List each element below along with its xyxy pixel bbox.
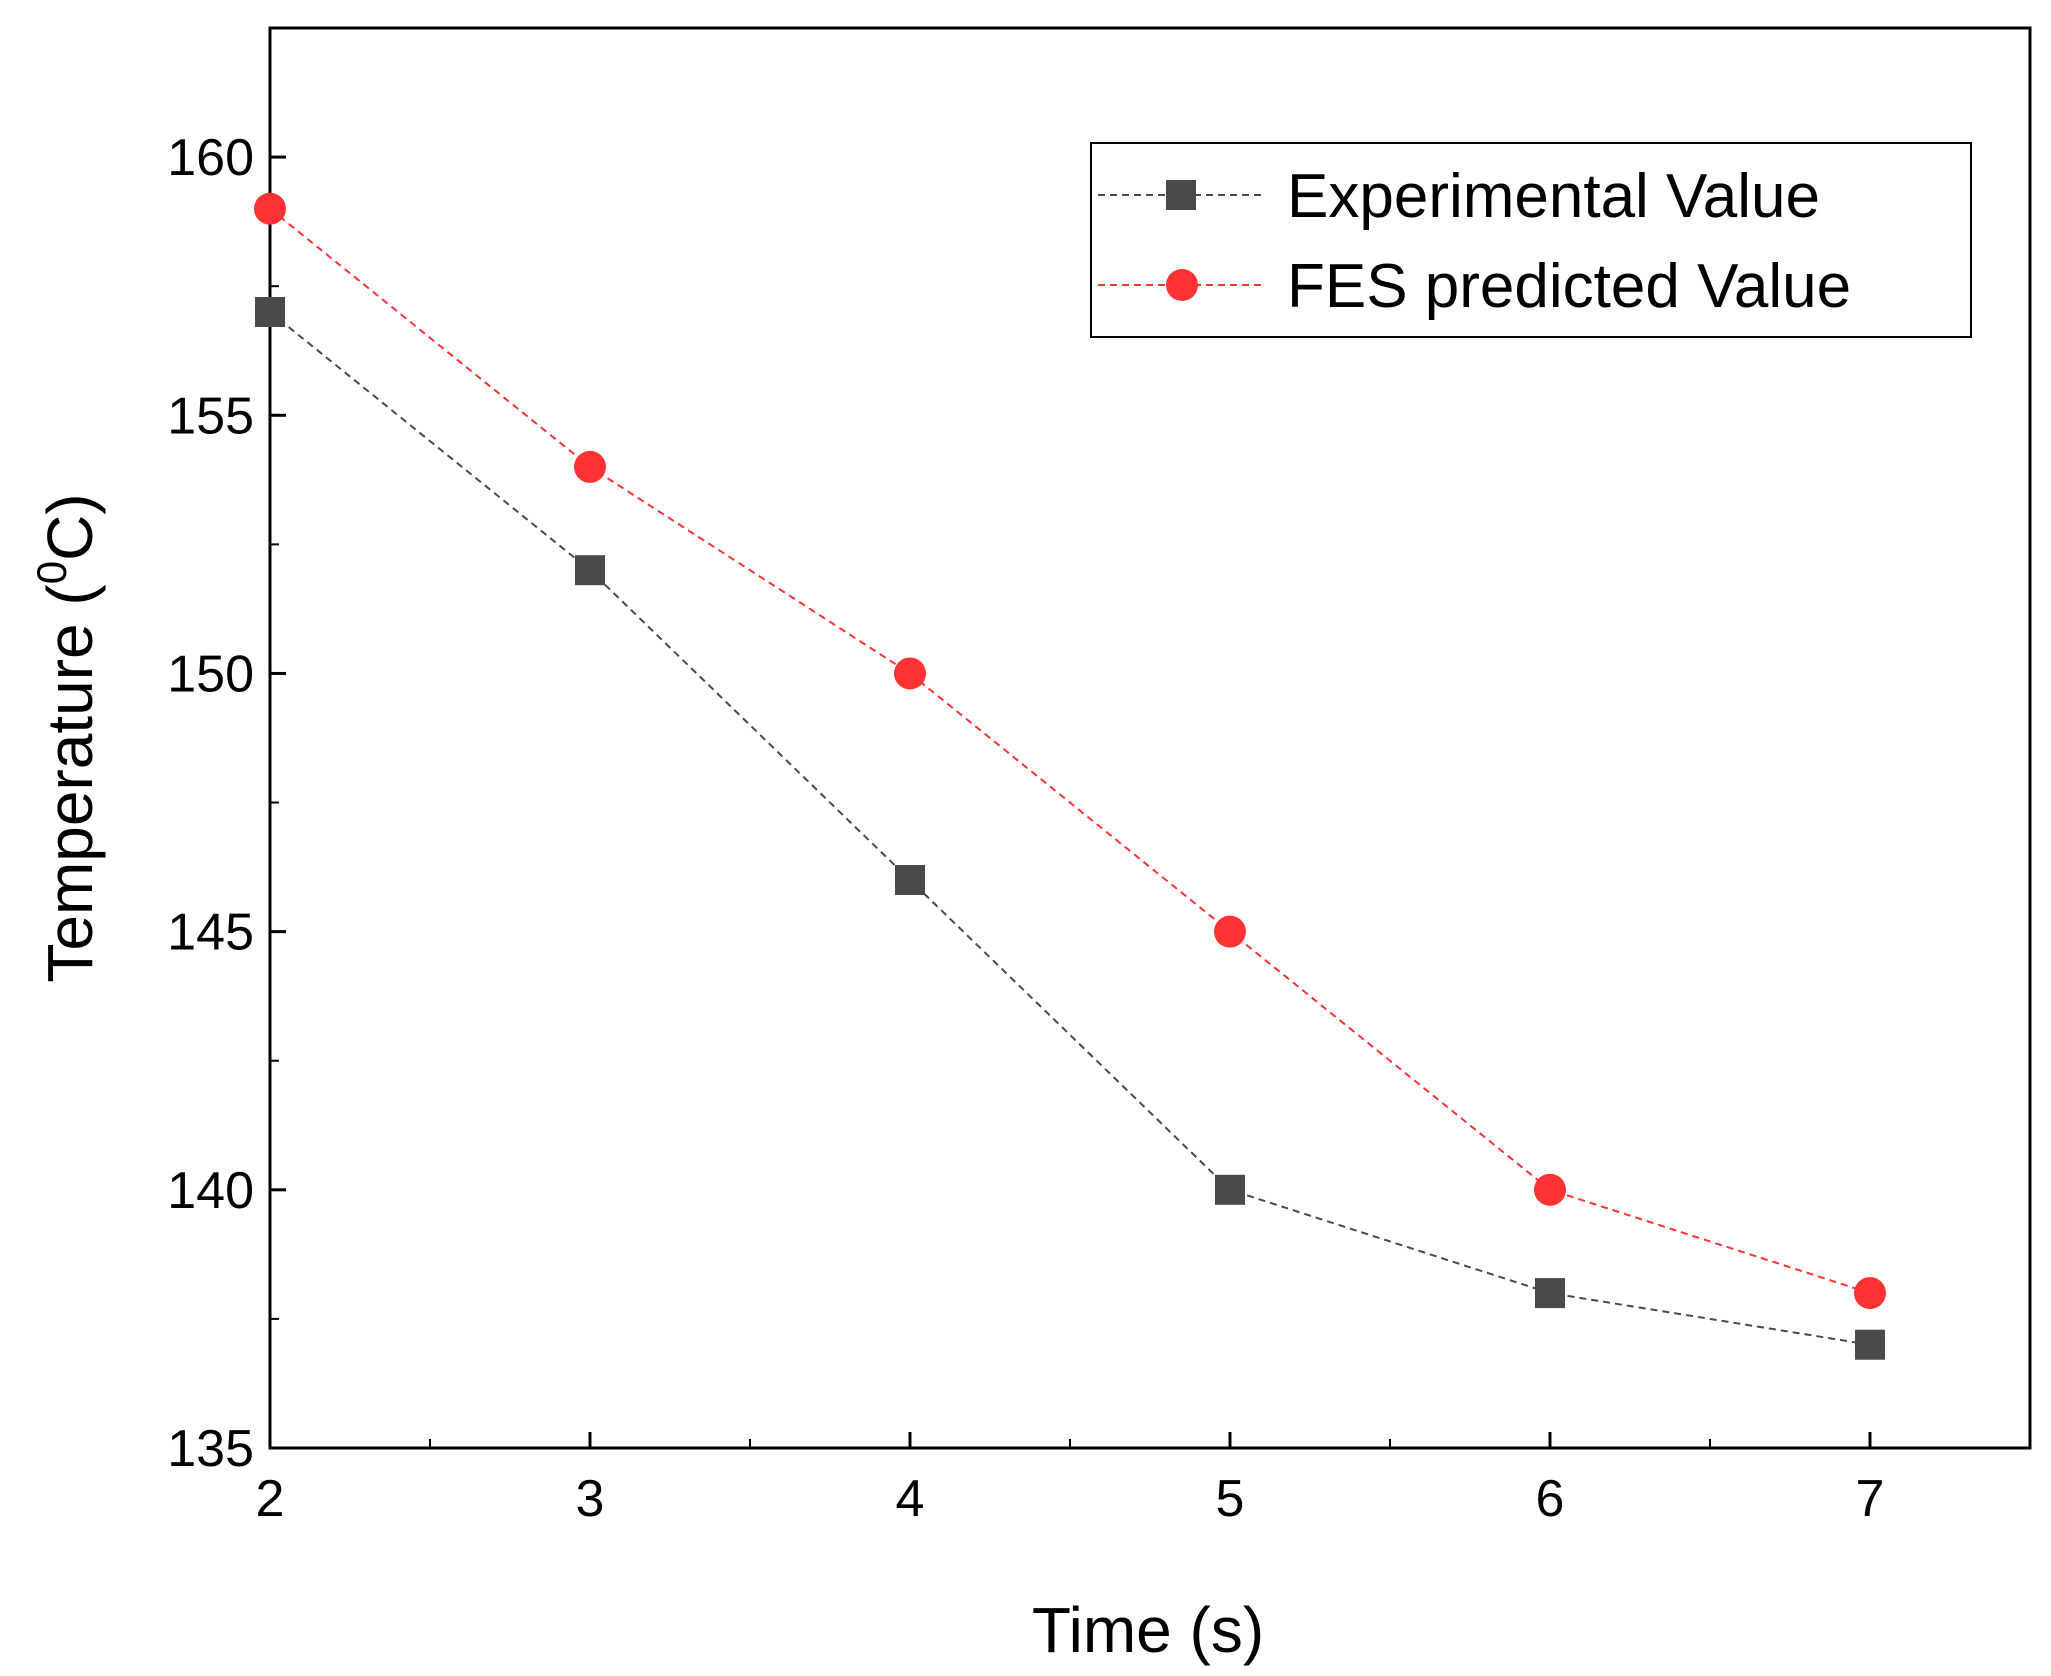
- legend-label-experimental: Experimental Value: [1287, 162, 1820, 231]
- y-axis-ticks: 135 140 145 150 155 160: [167, 129, 286, 1478]
- x-tick-label: 2: [256, 1470, 285, 1528]
- y-axis-title: Temperature (0C): [28, 493, 106, 982]
- y-tick-label: 160: [167, 129, 254, 187]
- y-tick-label: 145: [167, 904, 254, 962]
- x-tick-label: 5: [1216, 1470, 1245, 1528]
- data-point: [254, 192, 286, 225]
- legend: Experimental Value FES predicted Value: [1090, 142, 1972, 338]
- series-experimental: [255, 297, 1885, 1360]
- x-tick-label: 7: [1856, 1470, 1885, 1528]
- data-point: [894, 657, 926, 690]
- data-point: [1535, 1278, 1565, 1309]
- legend-box: [1090, 142, 1972, 338]
- series-layer: [254, 192, 1886, 1360]
- legend-marker-experimental: [1166, 180, 1196, 210]
- data-point: [1215, 1174, 1245, 1205]
- data-point: [1214, 915, 1246, 948]
- data-point: [575, 555, 605, 586]
- plot-frame: [268, 26, 2032, 1450]
- y-tick-label: 155: [167, 387, 254, 445]
- data-point: [1854, 1277, 1886, 1310]
- data-point: [1855, 1329, 1885, 1360]
- x-axis-title: Time (s): [1032, 1594, 1264, 1666]
- data-point: [574, 450, 606, 483]
- series-fes-predicted: [254, 192, 1886, 1310]
- series-line: [269, 207, 1871, 1295]
- data-point: [895, 865, 925, 895]
- y-tick-label: 140: [167, 1162, 254, 1220]
- y-tick-label: 150: [167, 645, 254, 703]
- x-tick-label: 4: [896, 1470, 925, 1528]
- x-axis-ticks: 2 3 4 5 6 7: [256, 1432, 1885, 1528]
- x-tick-label: 3: [576, 1470, 605, 1528]
- data-point: [255, 297, 285, 327]
- legend-marker-fes: [1166, 269, 1198, 301]
- x-tick-label: 6: [1536, 1470, 1565, 1528]
- series-line: [269, 311, 1871, 1346]
- legend-label-fes: FES predicted Value: [1287, 252, 1851, 321]
- y-tick-label: 135: [167, 1420, 254, 1478]
- data-point: [1534, 1173, 1566, 1206]
